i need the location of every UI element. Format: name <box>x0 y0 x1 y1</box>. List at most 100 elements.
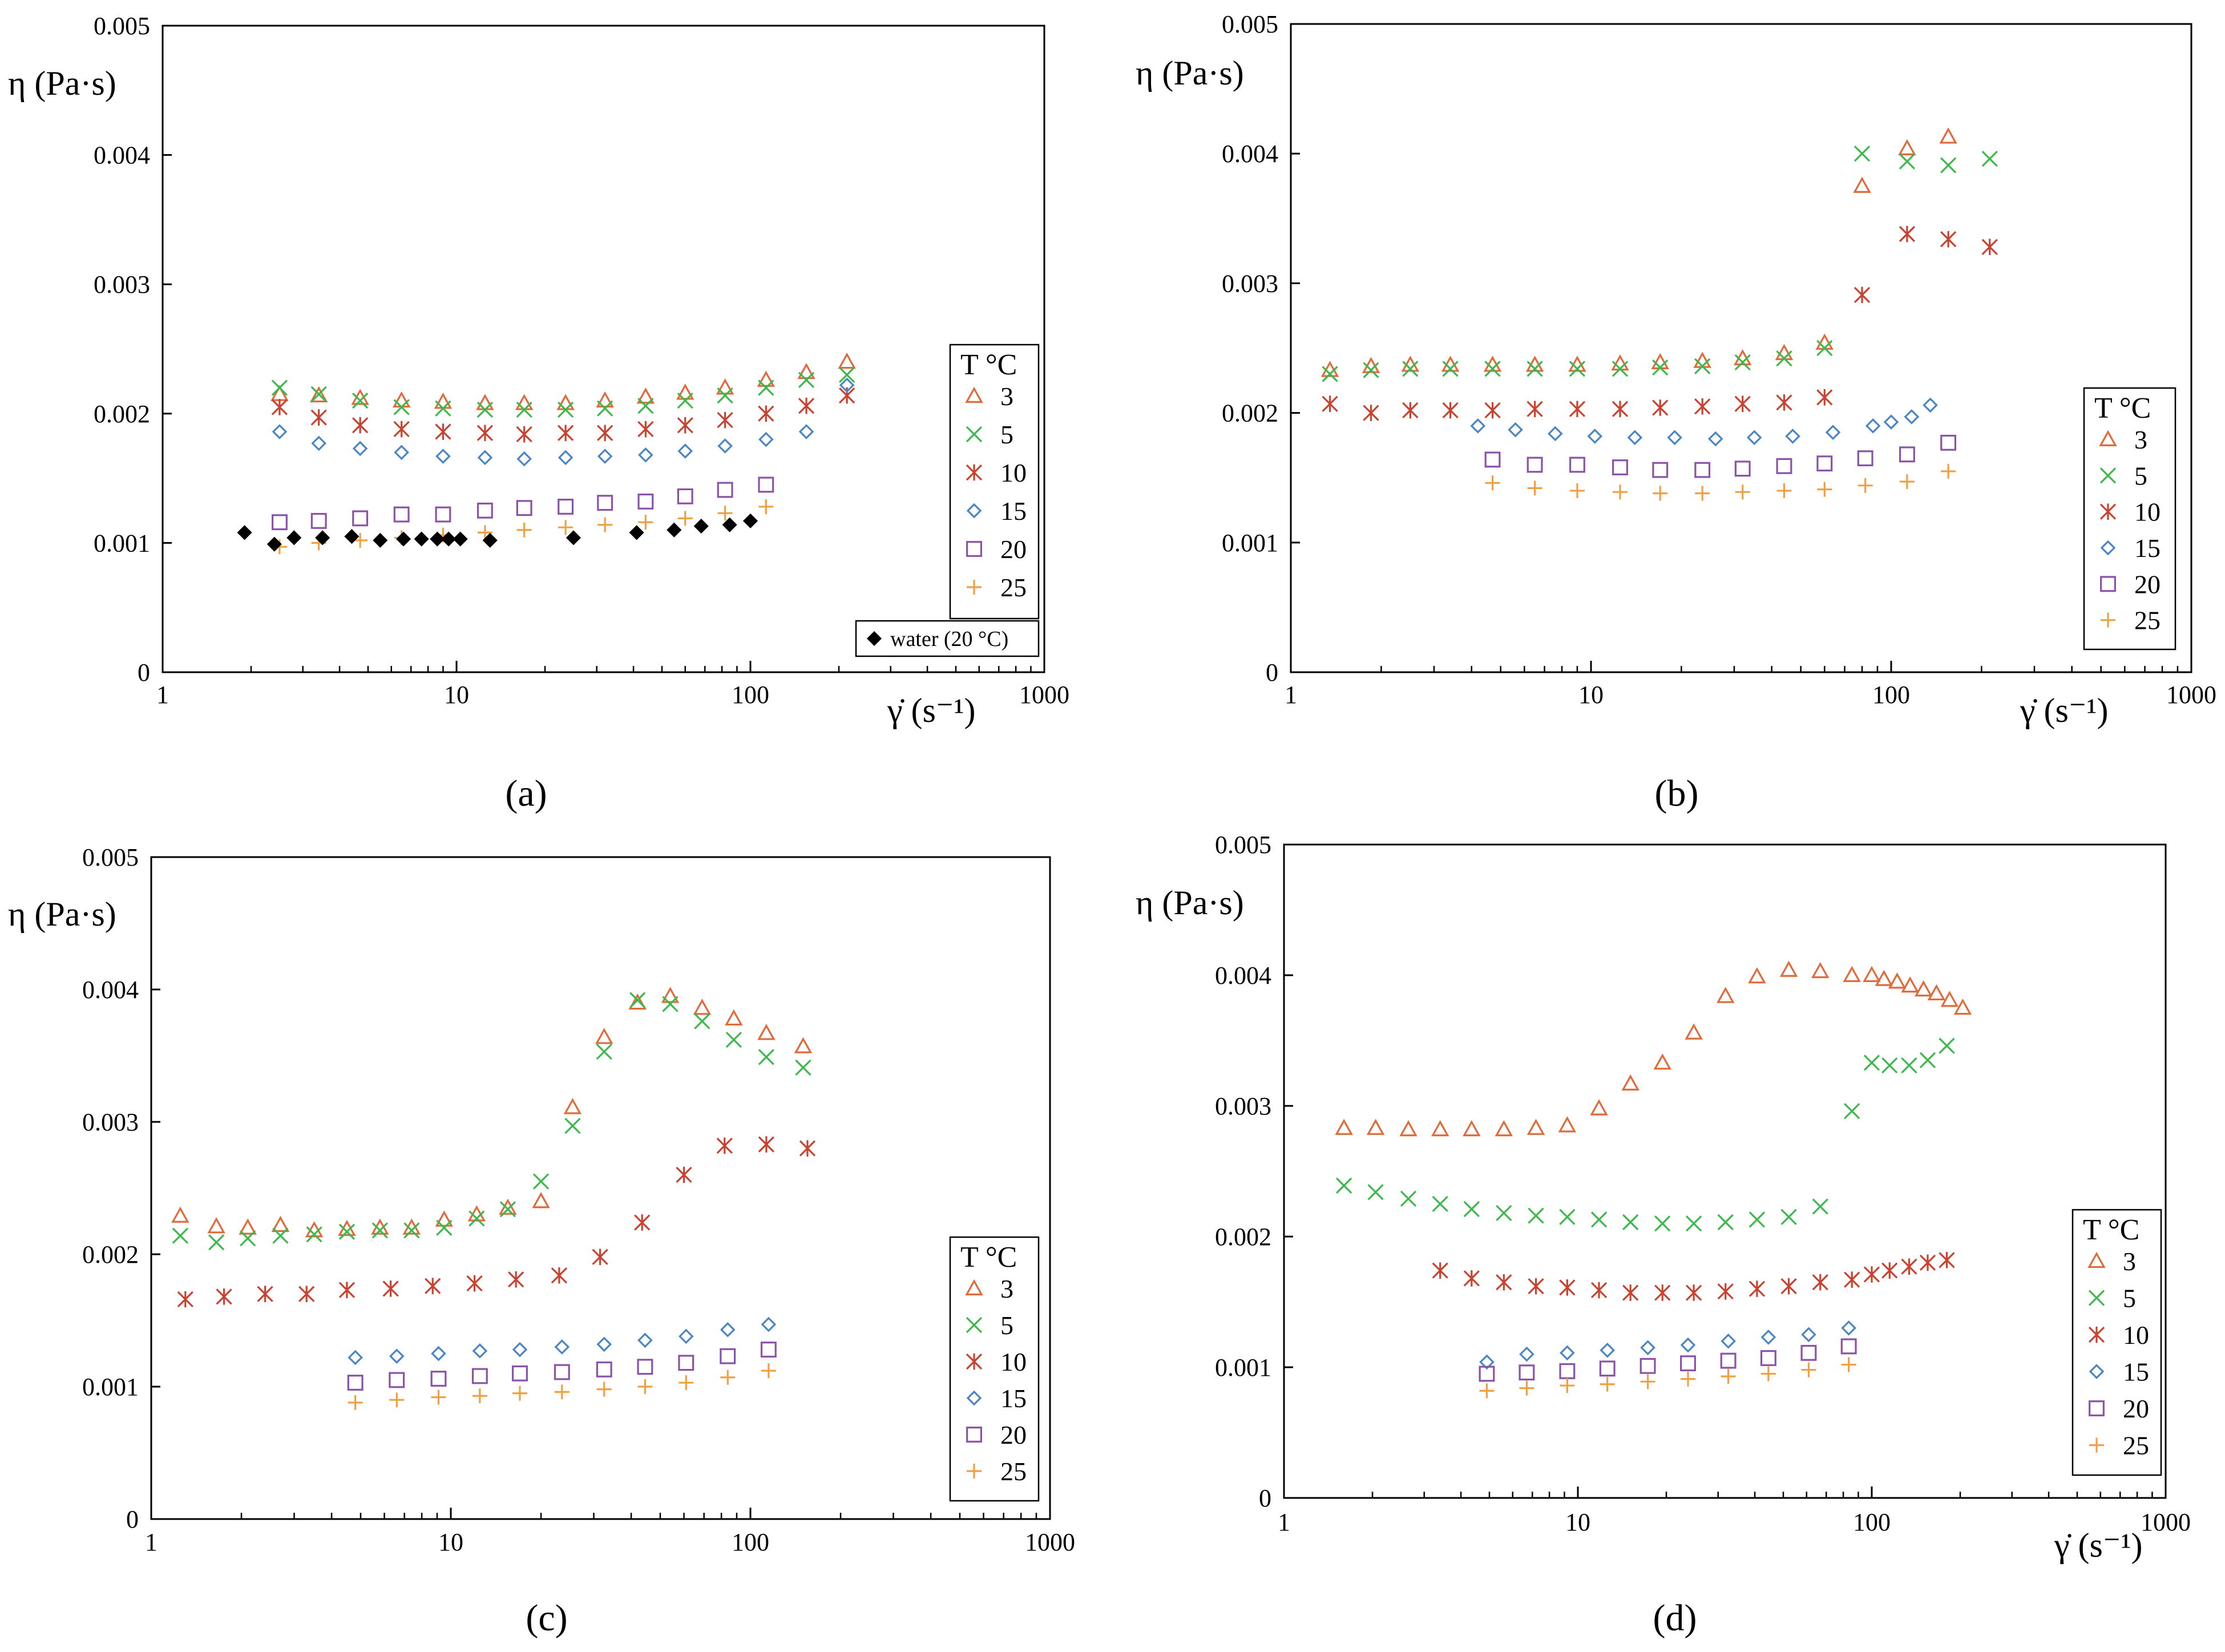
data-point <box>431 1390 446 1405</box>
data-point <box>315 530 330 546</box>
data-point <box>1484 451 1501 468</box>
data-point <box>596 391 614 408</box>
data-point <box>1496 1274 1512 1291</box>
series-3 <box>270 352 856 410</box>
y-tick-label: 0.005 <box>82 843 139 871</box>
data-point <box>266 536 282 552</box>
data-point <box>1694 358 1711 374</box>
y-axis-label: η (Pa·s) <box>8 895 116 933</box>
data-point <box>1685 1023 1703 1040</box>
data-point <box>1816 389 1833 406</box>
data-point <box>1801 1327 1816 1343</box>
data-point <box>348 1395 363 1410</box>
data-point <box>595 1028 613 1044</box>
legend-label: 15 <box>2134 534 2161 563</box>
data-point <box>373 532 388 548</box>
data-point <box>1335 1177 1352 1194</box>
legend-marker <box>966 541 982 557</box>
plot-frame <box>161 25 1045 673</box>
legend-marker <box>2089 1437 2104 1453</box>
chart-panel-b: 0 0.001 0.002 0.003 0.004 0.005 1 10 100 1000 η (P… <box>1136 10 2216 814</box>
data-point <box>1812 1198 1828 1215</box>
data-point <box>1707 431 1723 447</box>
y-tick-label: 0 <box>138 659 150 686</box>
data-point <box>371 1222 388 1239</box>
data-point <box>403 1222 420 1239</box>
data-point <box>629 525 644 540</box>
data-point <box>393 421 410 438</box>
data-point <box>1621 1074 1640 1091</box>
data-point <box>435 449 451 464</box>
y-tick-label: 0 <box>1259 1484 1271 1512</box>
y-tick-label: 0.002 <box>94 400 150 428</box>
series-15 <box>1479 1320 1856 1370</box>
legend-marker <box>967 1464 982 1479</box>
data-point <box>431 1346 446 1362</box>
data-point <box>1735 484 1750 500</box>
data-point <box>425 1278 441 1294</box>
data-point <box>1940 157 1957 173</box>
data-point <box>1667 430 1682 446</box>
data-point <box>310 512 327 529</box>
data-point <box>1431 1120 1449 1137</box>
legend: T °C3 5 10 15 20 25 <box>949 344 1040 620</box>
data-point <box>678 1328 694 1344</box>
data-point <box>1363 405 1379 421</box>
legend-marker <box>965 386 983 403</box>
legend-label: 5 <box>1000 420 1013 449</box>
data-point <box>1590 1211 1608 1228</box>
data-point <box>172 1227 189 1244</box>
data-point <box>1612 484 1628 500</box>
y-axis-label: η (Pa·s) <box>1136 884 1244 922</box>
legend-box <box>2083 387 2176 651</box>
data-point <box>637 1379 653 1394</box>
data-point <box>1734 461 1751 477</box>
data-point <box>1622 1285 1639 1301</box>
data-point <box>1527 1118 1545 1135</box>
data-point <box>394 445 409 461</box>
data-point <box>797 362 815 379</box>
data-point <box>1888 972 1907 989</box>
data-point <box>556 394 575 410</box>
data-point <box>499 1201 516 1218</box>
data-point <box>597 449 613 464</box>
data-point <box>1881 1262 1898 1279</box>
legend-marker <box>2088 1290 2105 1306</box>
data-point <box>1695 486 1710 501</box>
data-point <box>1680 1355 1696 1372</box>
legend-label: 3 <box>2134 425 2147 454</box>
legend-label: 15 <box>2123 1358 2149 1387</box>
legend-marker <box>2099 467 2117 484</box>
data-point <box>1776 483 1792 498</box>
data-point <box>637 493 654 510</box>
legend-label: 15 <box>1000 496 1027 526</box>
legend-marker <box>2089 1400 2105 1416</box>
data-point <box>760 1342 777 1358</box>
data-point <box>392 391 411 408</box>
data-point <box>693 518 709 534</box>
legend-marker <box>2088 1326 2105 1343</box>
data-point <box>720 1370 736 1385</box>
data-point <box>1600 1376 1615 1392</box>
data-point <box>1812 1274 1828 1291</box>
legend-label: 20 <box>1000 1420 1027 1449</box>
legend-label: 25 <box>2123 1431 2149 1460</box>
data-point <box>1612 361 1629 377</box>
data-point <box>758 405 774 422</box>
data-point <box>1686 1285 1702 1301</box>
data-point <box>798 371 815 389</box>
data-point <box>1652 359 1669 376</box>
data-point <box>564 1117 581 1134</box>
data-point <box>677 393 693 409</box>
data-point <box>1760 1366 1776 1382</box>
data-point <box>1717 1214 1734 1230</box>
data-point <box>469 1210 485 1227</box>
data-point <box>725 1009 743 1026</box>
data-point <box>476 394 494 410</box>
data-point <box>1776 350 1792 367</box>
data-point <box>1654 1285 1671 1301</box>
x-tick-label: 1000 <box>2166 681 2216 709</box>
data-point <box>1825 425 1841 440</box>
data-point <box>1600 1342 1616 1358</box>
data-point <box>637 1332 653 1348</box>
